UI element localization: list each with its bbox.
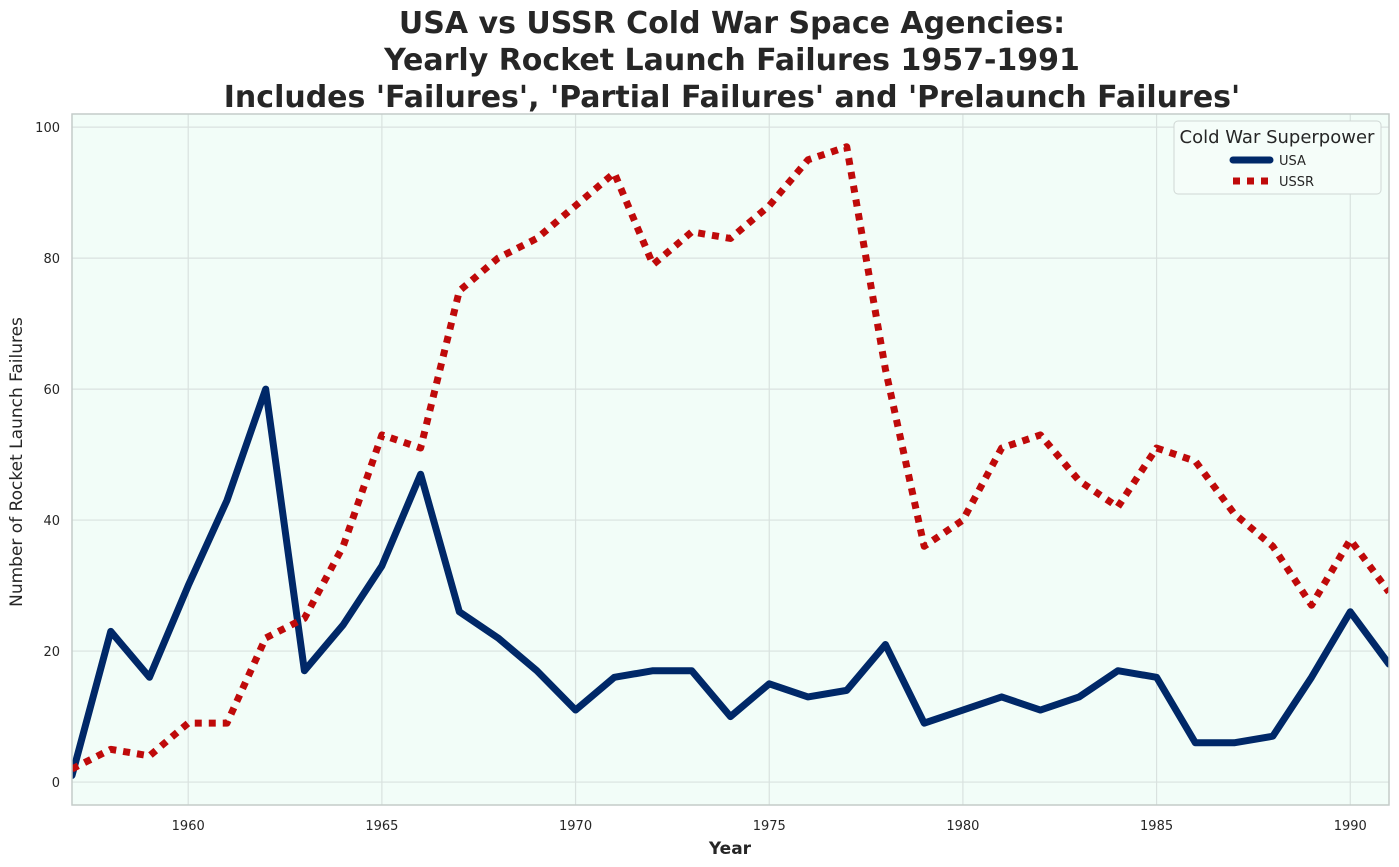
- x-axis-ticks: 1960 1965 1970 1975 1980 1985 1990: [172, 819, 1367, 834]
- x-tick-label: 1985: [1140, 819, 1173, 834]
- y-tick-label: 40: [43, 514, 60, 529]
- legend: Cold War Superpower USA USSR: [1173, 120, 1382, 195]
- plot-frame: [71, 113, 1390, 806]
- chart-title-line-1: USA vs USSR Cold War Space Agencies:: [399, 6, 1065, 41]
- grid: [72, 114, 1389, 805]
- chart-title-line-2: Yearly Rocket Launch Failures 1957-1991: [383, 43, 1080, 78]
- x-tick-label: 1965: [365, 819, 398, 834]
- plot-area: [72, 114, 1389, 805]
- y-tick-label: 100: [35, 121, 60, 136]
- legend-title: Cold War Superpower: [1180, 127, 1375, 148]
- x-tick-label: 1980: [946, 819, 979, 834]
- x-tick-label: 1960: [172, 819, 205, 834]
- x-tick-label: 1990: [1334, 819, 1367, 834]
- x-axis-label: Year: [708, 839, 752, 859]
- series-lines: [72, 143, 1389, 780]
- y-tick-label: 20: [43, 645, 60, 660]
- x-tick-label: 1975: [753, 819, 786, 834]
- y-tick-label: 0: [52, 776, 60, 791]
- series-line-usa: [72, 385, 1389, 780]
- y-axis-label: Number of Rocket Launch Failures: [7, 317, 27, 607]
- y-tick-label: 60: [43, 383, 60, 398]
- chart-title-line-3: Includes 'Failures', 'Partial Failures' …: [224, 80, 1240, 115]
- legend-label-ussr: USSR: [1279, 175, 1314, 190]
- y-tick-label: 80: [43, 252, 60, 267]
- legend-label-usa: USA: [1279, 154, 1306, 169]
- x-tick-label: 1970: [559, 819, 592, 834]
- y-axis-ticks: 0 20 40 60 80 100: [35, 121, 60, 791]
- legend-box: [1173, 120, 1382, 195]
- series-line-ussr: [72, 143, 1389, 773]
- chart-title: USA vs USSR Cold War Space Agencies: Yea…: [224, 6, 1240, 115]
